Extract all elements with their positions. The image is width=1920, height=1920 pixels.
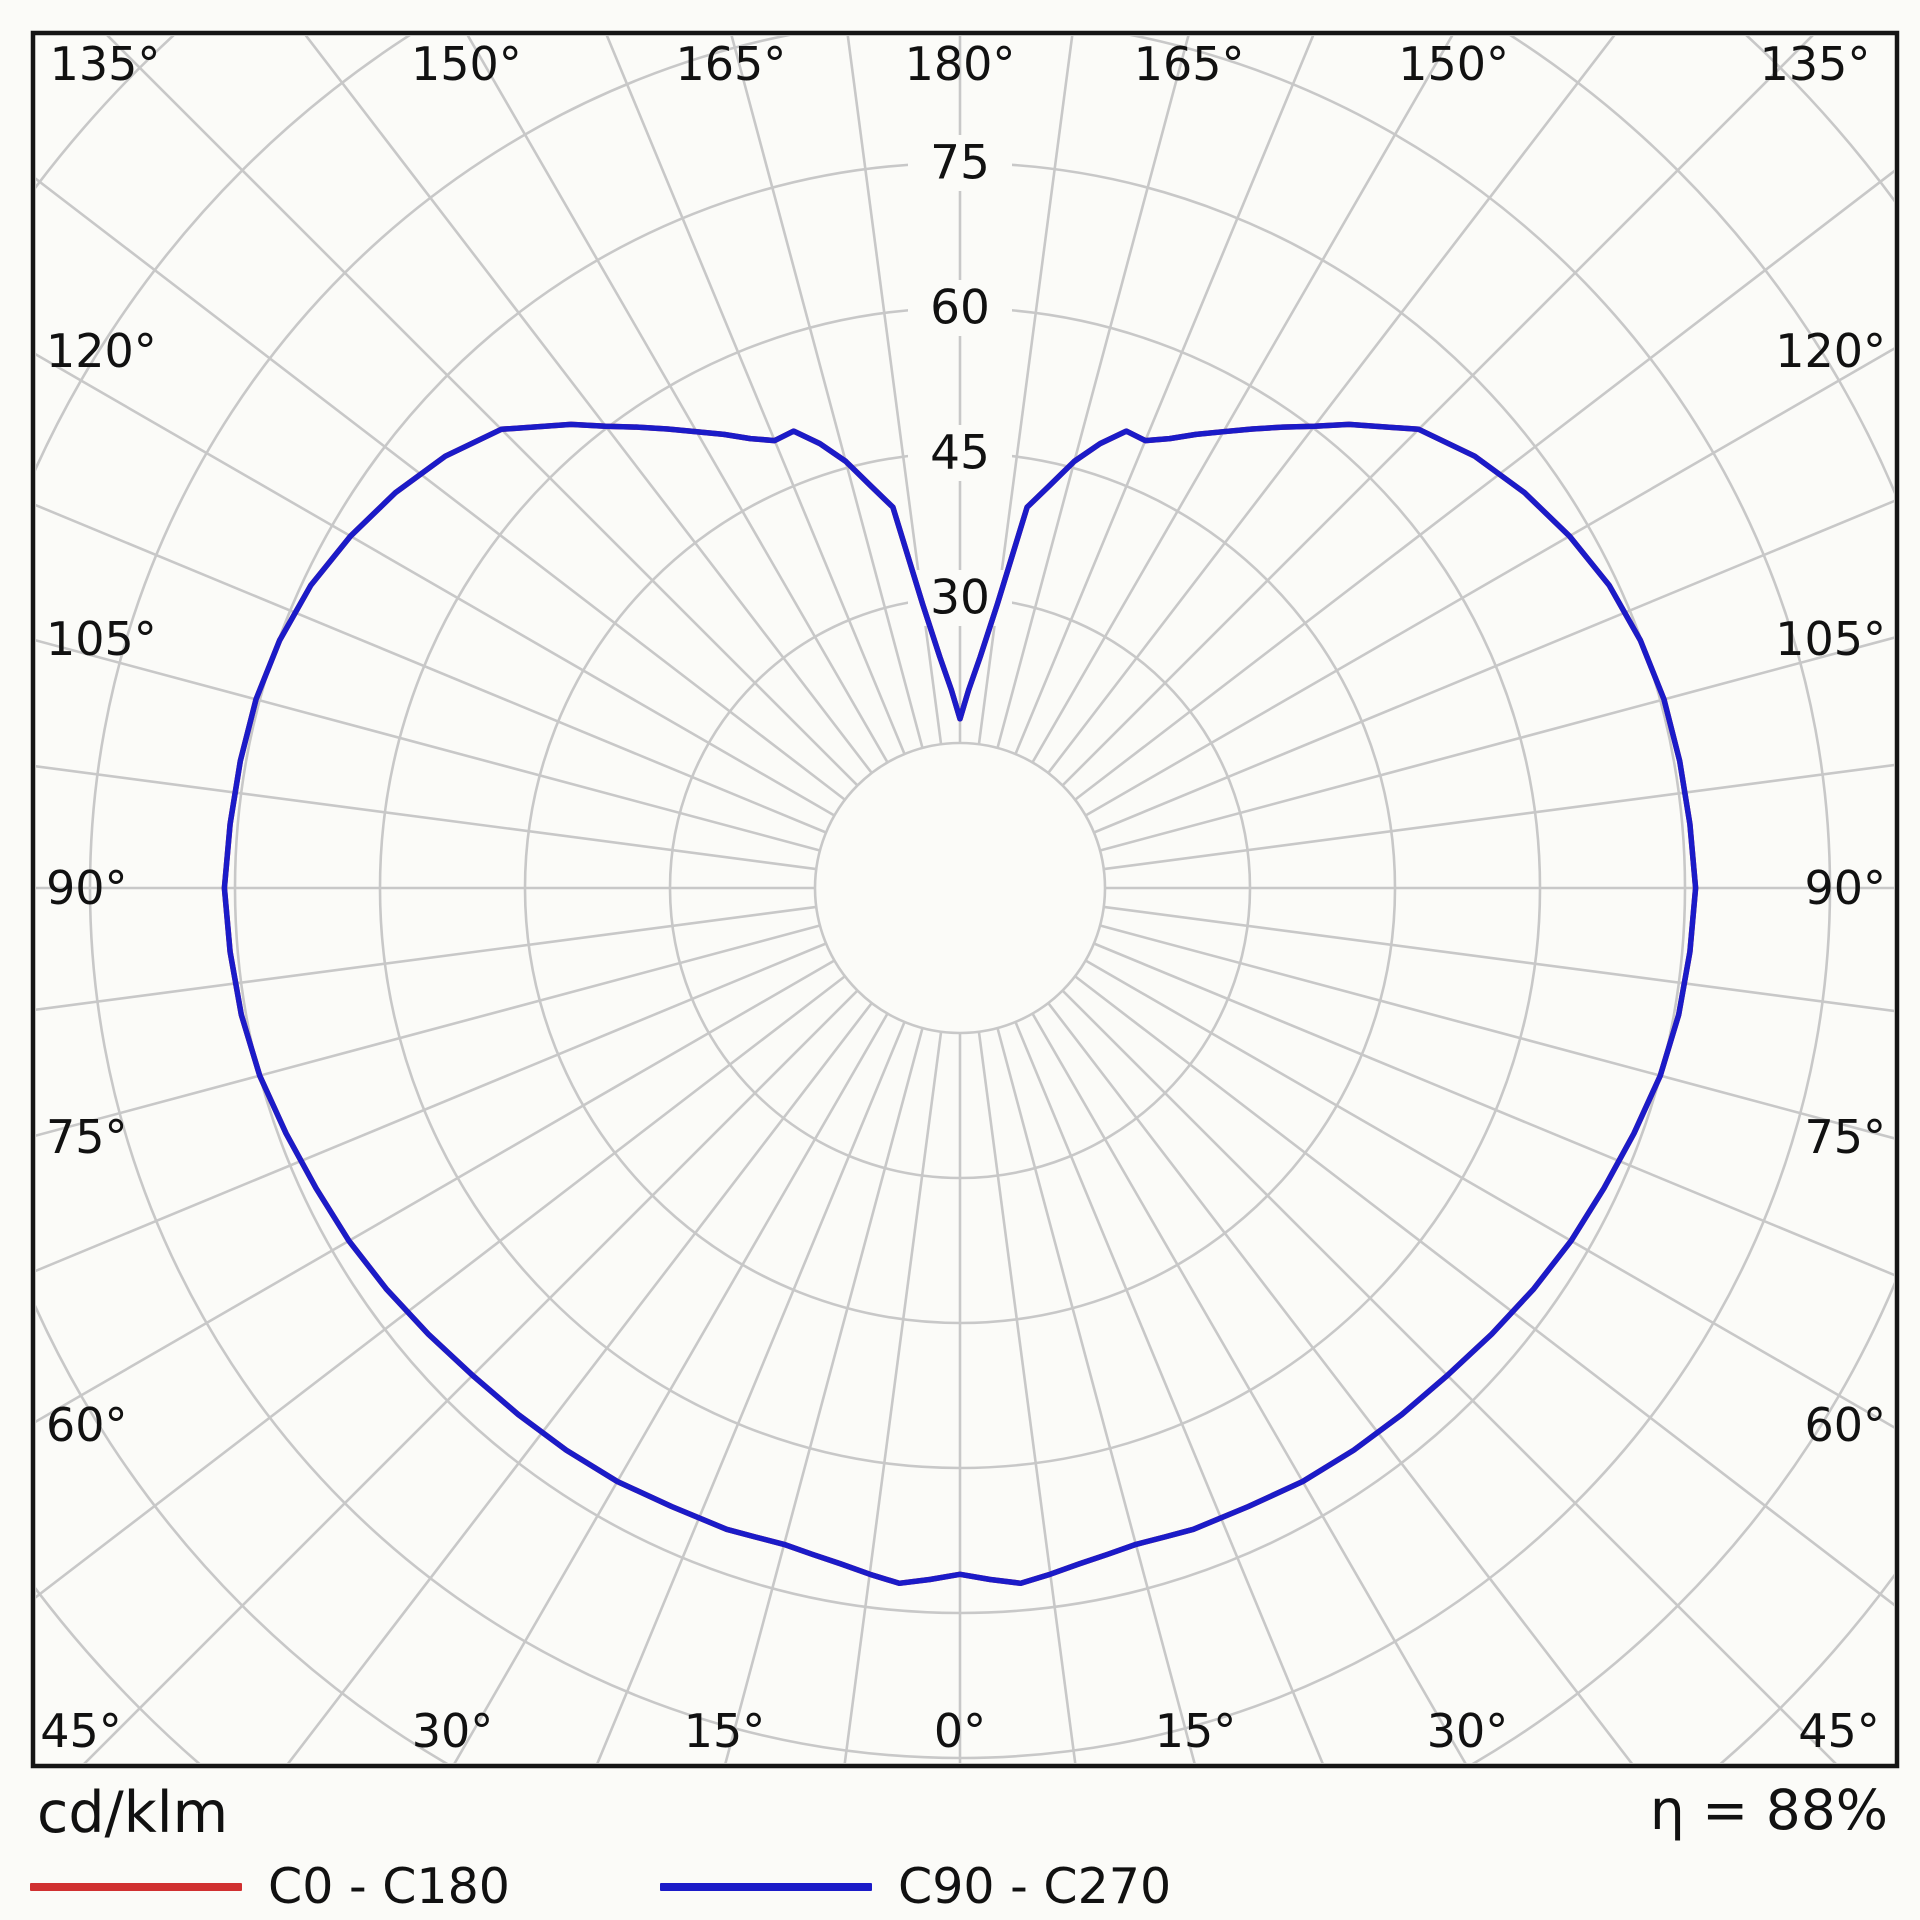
- grid-spoke: [605, 36, 906, 755]
- ring-label-mask: [908, 425, 1012, 481]
- grid-spoke: [36, 942, 827, 1273]
- grid-spoke: [1099, 636, 1894, 852]
- grid-spoke: [1061, 36, 1814, 787]
- angle-label: 75°: [46, 1110, 128, 1164]
- grid-spoke: [36, 353, 836, 817]
- grid-spoke: [1103, 905, 1894, 1013]
- angle-label: 60°: [46, 1398, 128, 1452]
- grid-spoke: [1047, 36, 1616, 774]
- angle-label: 150°: [1398, 37, 1509, 91]
- grid-spoke: [1099, 924, 1894, 1140]
- grid-spoke: [996, 1027, 1196, 1763]
- angle-label: 135°: [50, 37, 161, 91]
- grid-spoke: [996, 36, 1190, 749]
- angle-label: 120°: [1775, 324, 1886, 378]
- angle-label: 165°: [675, 37, 786, 91]
- grid-spoke: [1031, 1012, 1467, 1763]
- angle-label: 45°: [40, 1704, 122, 1758]
- angle-label: 180°: [905, 37, 1016, 91]
- grid-spoke: [843, 1031, 943, 1763]
- grid-spoke: [286, 1002, 873, 1763]
- ring-label: 45: [930, 426, 990, 481]
- angle-label: 90°: [46, 861, 128, 915]
- grid-spoke: [36, 975, 846, 1599]
- grid-spoke: [1074, 169, 1894, 801]
- ring-label-mask: [908, 135, 1012, 191]
- grid-spoke: [83, 989, 859, 1763]
- grid-spoke: [36, 765, 817, 871]
- ring-label: 30: [930, 571, 990, 626]
- angle-label: 75°: [1804, 1110, 1886, 1164]
- grid-spoke: [1103, 763, 1894, 871]
- angle-label: 15°: [1155, 1704, 1237, 1758]
- grid-spoke: [1061, 989, 1837, 1763]
- angle-label: 165°: [1134, 37, 1245, 91]
- grid-spoke: [1074, 975, 1894, 1607]
- angle-label: 120°: [46, 324, 157, 378]
- grid-spoke: [977, 1031, 1077, 1763]
- grid-spoke: [1047, 1002, 1634, 1763]
- grid-spoke: [36, 639, 821, 852]
- grid-spoke: [1093, 499, 1894, 834]
- grid-spoke: [36, 503, 827, 834]
- grid-spoke: [730, 36, 924, 749]
- grid-spoke: [106, 36, 859, 787]
- grid-spoke: [1093, 942, 1894, 1277]
- angle-label: 150°: [411, 37, 522, 91]
- grid-spoke: [846, 36, 943, 745]
- angle-label: 45°: [1798, 1704, 1880, 1758]
- angle-label: 60°: [1804, 1398, 1886, 1452]
- angle-label: 90°: [1804, 861, 1886, 915]
- angle-label: 135°: [1760, 37, 1871, 91]
- grid-spoke: [1031, 36, 1454, 764]
- grid-spoke: [977, 36, 1074, 745]
- plot-border: [30, 30, 1900, 1769]
- grid-spoke: [1084, 347, 1894, 817]
- ring-label-mask: [908, 280, 1012, 336]
- angle-label: 105°: [1775, 612, 1886, 666]
- grid-spoke: [36, 905, 817, 1011]
- angle-label: 30°: [412, 1704, 494, 1758]
- grid-spoke: [724, 1027, 924, 1763]
- grid-spoke: [1014, 36, 1315, 755]
- grid-spoke: [36, 177, 846, 801]
- ring-label: 60: [930, 281, 990, 336]
- grid-spoke: [596, 1021, 906, 1763]
- grid-spoke: [466, 36, 889, 764]
- ring-label: 75: [930, 136, 990, 191]
- grid-spoke: [453, 1012, 889, 1763]
- grid-spoke: [1014, 1021, 1324, 1763]
- grid-spoke: [304, 36, 873, 774]
- curve-c90-c270: [221, 421, 1699, 1587]
- grid-spoke: [36, 924, 821, 1137]
- angle-label: 30°: [1427, 1704, 1509, 1758]
- grid-ring: [813, 741, 1107, 1035]
- grid-spoke: [1084, 959, 1894, 1429]
- angle-label: 0°: [934, 1704, 986, 1758]
- angle-label: 105°: [46, 612, 157, 666]
- grid-spoke: [36, 959, 836, 1423]
- angle-label: 15°: [684, 1704, 766, 1758]
